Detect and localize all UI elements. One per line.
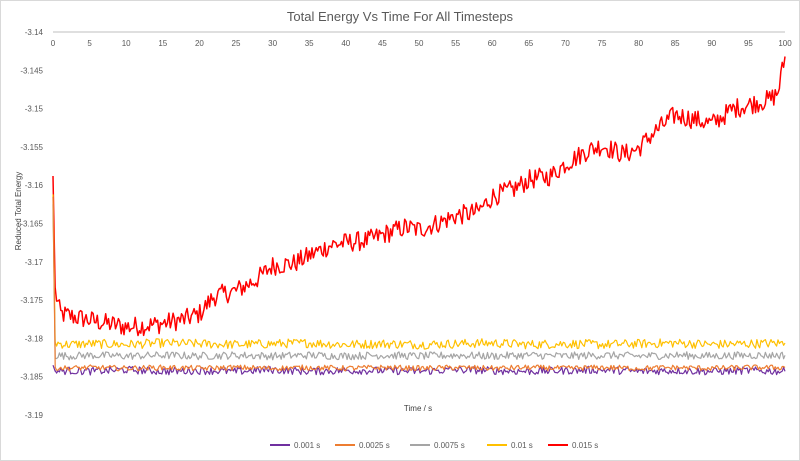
x-tick-label: 25 [232,39,241,48]
legend-label: 0.001 s [294,441,320,450]
series-line [52,364,786,376]
y-tick-label: -3.17 [25,258,44,267]
legend-label: 0.0075 s [434,441,465,450]
legend-label: 0.015 s [572,441,598,450]
y-tick-label: -3.18 [25,334,44,343]
x-tick-label: 75 [598,39,607,48]
series-line [52,196,786,372]
chart-title: Total Energy Vs Time For All Timesteps [287,9,514,24]
y-tick-label: -3.185 [20,373,43,382]
y-tick-label: -3.14 [25,28,44,37]
series-line [52,56,786,337]
x-tick-label: 95 [744,39,753,48]
y-tick-label: -3.16 [25,181,44,190]
x-tick-label: 100 [778,39,792,48]
x-tick-label: 85 [671,39,680,48]
series-line [52,194,786,350]
x-tick-label: 65 [524,39,533,48]
y-tick-label: -3.19 [25,411,44,420]
x-tick-label: 35 [305,39,314,48]
x-axis-label: Time / s [404,404,432,413]
y-axis-label: Reduced Total Energy [14,172,23,251]
x-tick-label: 10 [122,39,131,48]
x-tick-label: 30 [268,39,277,48]
x-tick-label: 40 [341,39,350,48]
x-tick-label: 55 [451,39,460,48]
x-tick-label: 90 [707,39,716,48]
series-line [52,204,786,361]
x-tick-label: 5 [87,39,92,48]
y-tick-label: -3.15 [25,105,44,114]
y-tick-label: -3.145 [20,66,43,75]
x-tick-labels: 0 5 10 15 20 25 30 35 40 45 50 55 60 65 70 75 80 85 90 95 10… [51,39,792,48]
x-tick-label: 50 [415,39,424,48]
x-tick-label: 0 [51,39,56,48]
series-lines [52,56,786,376]
y-tick-label: -3.155 [20,143,43,152]
x-tick-label: 20 [195,39,204,48]
legend: 0.001 s 0.0025 s 0.0075 s 0.01 s 0.015 s [270,441,598,450]
y-tick-labels: -3.14 -3.145 -3.15 -3.155 -3.16 -3.165 -3.17 -3… [20,28,43,420]
legend-label: 0.01 s [511,441,533,450]
x-tick-label: 60 [488,39,497,48]
x-tick-label: 45 [378,39,387,48]
x-tick-label: 15 [158,39,167,48]
y-tick-label: -3.175 [20,296,43,305]
x-tick-label: 70 [561,39,570,48]
legend-label: 0.0025 s [359,441,390,450]
x-tick-label: 80 [634,39,643,48]
y-tick-label: -3.165 [20,220,43,229]
